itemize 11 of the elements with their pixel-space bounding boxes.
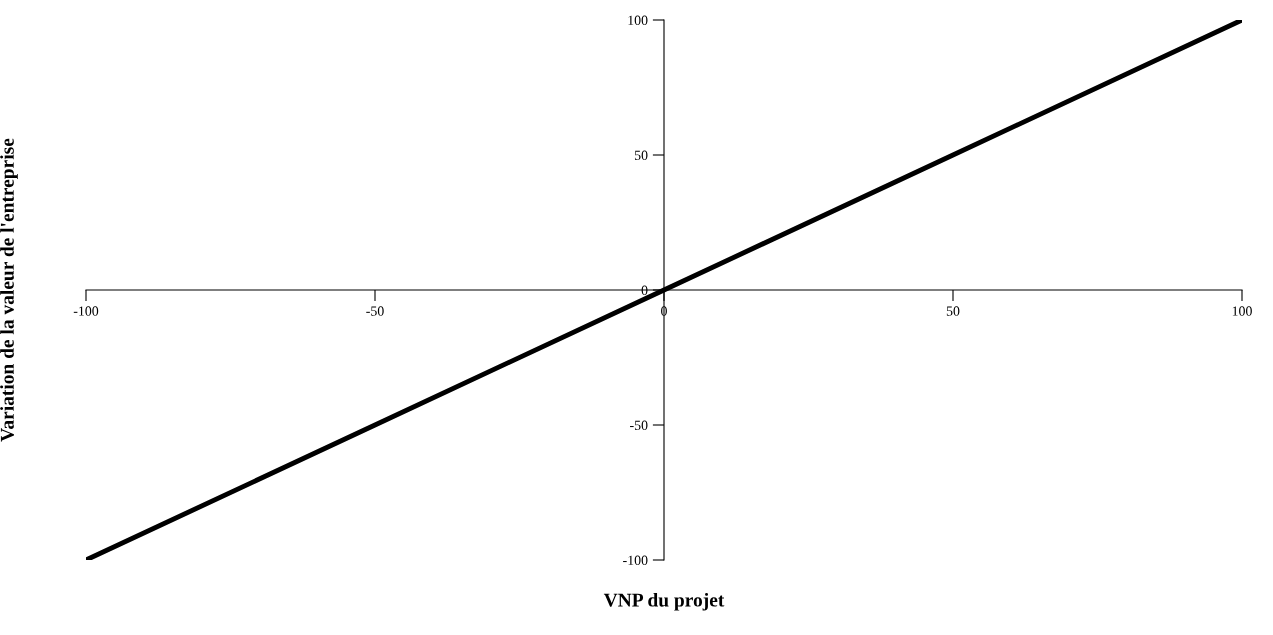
y-tick-label: -50 xyxy=(630,420,648,430)
x-axis-title: VNP du projet xyxy=(603,592,725,611)
y-tick-label: 0 xyxy=(641,285,648,295)
y-tick-label: 100 xyxy=(628,15,648,25)
y-axis-title: Variation de la valeur de l'entreprise xyxy=(0,138,18,442)
y-tick-label: 50 xyxy=(634,150,648,160)
x-tick-label: 50 xyxy=(946,306,960,316)
x-tick-label: -100 xyxy=(73,306,99,316)
x-tick-label: 100 xyxy=(1232,306,1252,316)
y-tick-label: -100 xyxy=(623,555,648,565)
x-tick-label: -50 xyxy=(366,306,384,316)
